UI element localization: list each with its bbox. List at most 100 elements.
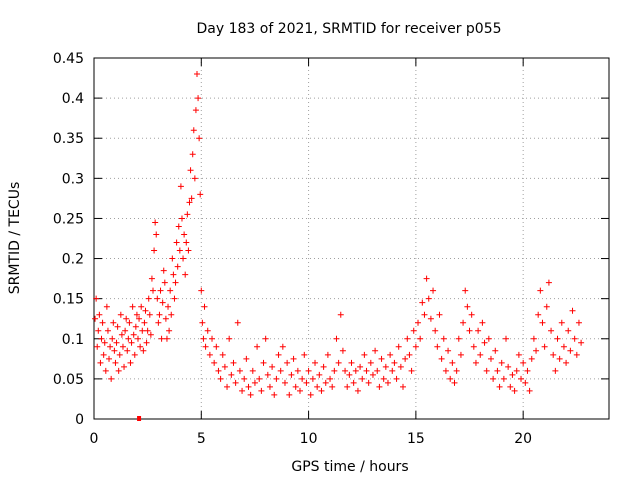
data-point — [209, 335, 216, 342]
data-point — [410, 327, 417, 334]
data-point — [462, 287, 469, 294]
data-point — [391, 359, 398, 366]
data-point — [138, 303, 145, 310]
data-point — [256, 375, 263, 382]
y-tick-label: 0.35 — [53, 131, 84, 147]
data-point — [490, 375, 497, 382]
data-point — [176, 247, 183, 254]
data-point — [563, 359, 570, 366]
data-point — [199, 319, 206, 326]
grid-lines — [94, 58, 609, 419]
data-point — [479, 319, 486, 326]
data-point — [106, 355, 113, 362]
y-tick-label: 0 — [75, 412, 84, 428]
y-tick-label: 0.05 — [53, 372, 84, 388]
data-point — [132, 323, 139, 330]
data-point — [541, 343, 548, 350]
data-point — [186, 199, 193, 206]
data-point — [436, 311, 443, 318]
data-point — [500, 375, 507, 382]
data-point — [230, 359, 237, 366]
data-point — [118, 331, 125, 338]
data-point — [327, 375, 334, 382]
data-point — [460, 319, 467, 326]
data-point — [181, 231, 188, 238]
data-point — [406, 351, 413, 358]
data-point — [380, 375, 387, 382]
data-point — [354, 387, 361, 394]
data-point — [472, 359, 479, 366]
data-point — [182, 271, 189, 278]
data-point — [140, 347, 147, 354]
data-point — [305, 367, 312, 374]
data-point — [183, 239, 190, 246]
data-point — [279, 343, 286, 350]
data-point — [421, 311, 428, 318]
data-point — [466, 327, 473, 334]
data-point — [432, 327, 439, 334]
data-point — [234, 319, 241, 326]
data-point — [152, 219, 159, 226]
data-point — [194, 71, 200, 78]
data-point — [400, 383, 406, 390]
data-point — [404, 335, 411, 342]
data-point — [339, 347, 346, 354]
data-point — [449, 359, 456, 366]
data-point — [378, 355, 385, 362]
data-point — [309, 375, 316, 382]
data-point — [363, 367, 370, 374]
data-point — [111, 347, 118, 354]
data-point — [200, 335, 207, 342]
data-point — [318, 387, 325, 394]
data-point — [507, 383, 514, 390]
data-point — [262, 335, 269, 342]
data-point — [143, 339, 150, 346]
data-point — [124, 347, 131, 354]
data-point — [408, 367, 415, 374]
data-point — [487, 355, 494, 362]
data-point — [206, 351, 213, 358]
data-point — [162, 315, 169, 322]
data-point — [202, 343, 209, 350]
y-axis-label: SRMTID / TECUs — [7, 182, 23, 295]
data-point — [372, 347, 379, 354]
data-point — [213, 343, 220, 350]
data-point — [281, 379, 288, 386]
data-point — [494, 367, 501, 374]
data-point — [197, 191, 204, 198]
data-point — [156, 311, 163, 318]
data-point — [526, 387, 533, 394]
data-point — [102, 367, 109, 374]
data-point — [539, 319, 546, 326]
data-point — [565, 327, 572, 334]
data-point — [228, 371, 235, 378]
data-point — [130, 331, 137, 338]
data-point — [352, 367, 359, 374]
data-point — [254, 343, 261, 350]
data-point — [515, 351, 522, 358]
data-point — [533, 347, 540, 354]
data-point — [524, 367, 531, 374]
data-point — [275, 351, 282, 358]
data-point — [104, 327, 111, 334]
data-point — [196, 135, 203, 142]
data-point — [173, 239, 180, 246]
data-point — [266, 383, 273, 390]
data-point — [117, 311, 124, 318]
data-point — [554, 335, 561, 342]
data-point — [161, 279, 168, 286]
data-point — [297, 387, 303, 394]
data-point — [292, 383, 299, 390]
data-point — [109, 335, 116, 342]
data-point — [195, 95, 202, 102]
data-point — [361, 351, 368, 358]
data-point — [464, 303, 471, 310]
data-point — [146, 311, 153, 318]
data-point — [545, 279, 552, 286]
data-point — [511, 387, 518, 394]
data-point — [419, 299, 426, 306]
data-point — [475, 327, 482, 334]
data-point — [481, 339, 488, 346]
data-point — [333, 335, 340, 342]
